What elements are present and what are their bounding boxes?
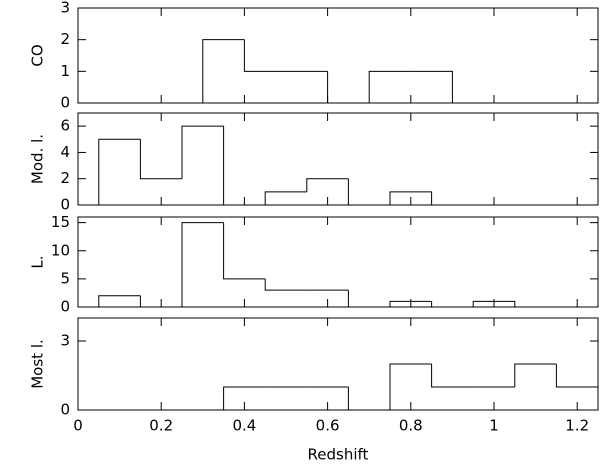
histogram-bar	[431, 364, 474, 388]
x-tick-label: 0.8	[399, 417, 423, 435]
histogram-bar	[98, 295, 141, 307]
x-tick-label: 0	[73, 417, 83, 435]
panel-frame	[77, 317, 599, 411]
y-tick-label: 6	[60, 117, 70, 135]
y-tick-label: 0	[60, 196, 70, 214]
x-tick-label: 0.4	[232, 417, 256, 435]
x-tick-label: 0.6	[316, 417, 340, 435]
histogram-bar	[223, 386, 266, 410]
y-axis-label: L.	[29, 255, 47, 268]
y-tick-label: 0	[60, 401, 70, 419]
histogram-bar	[327, 71, 370, 104]
histogram-bar	[347, 387, 390, 411]
histogram-bar	[181, 222, 224, 307]
y-tick-label: 2	[60, 169, 70, 187]
histogram-bar	[368, 70, 411, 103]
y-tick-label: 0	[60, 94, 70, 112]
histogram-bar	[202, 39, 245, 103]
y-axis-label: CO	[29, 44, 47, 66]
y-tick-label: 3	[60, 332, 70, 350]
histogram-bar	[306, 178, 349, 192]
panel-frame	[77, 7, 599, 104]
y-tick-label: 3	[60, 0, 70, 17]
histogram-bar	[98, 138, 141, 205]
panel-frame	[77, 112, 599, 206]
y-tick-label: 1	[60, 62, 70, 80]
histogram-bar	[347, 290, 390, 308]
histogram-bar	[389, 191, 433, 205]
histogram-bar	[139, 295, 182, 308]
histogram-bar	[347, 178, 390, 206]
histogram-bar	[181, 125, 224, 179]
y-tick-label: 15	[51, 213, 70, 231]
x-axis-label: Redshift	[308, 446, 369, 464]
y-tick-label: 5	[60, 269, 70, 287]
histogram-bar	[389, 363, 432, 410]
y-axis-label: Most l.	[29, 339, 47, 389]
y-tick-label: 2	[60, 30, 70, 48]
histogram-bar	[243, 39, 286, 72]
histogram-bar	[389, 300, 432, 307]
histogram-bar	[223, 222, 266, 280]
histogram-bar	[139, 139, 182, 180]
histogram-bar	[514, 363, 557, 387]
y-tick-label: 0	[60, 298, 70, 316]
y-tick-label: 4	[60, 143, 70, 161]
histogram-bar	[472, 300, 516, 307]
y-tick-label: 10	[51, 241, 70, 259]
histogram-bar	[555, 364, 599, 410]
x-tick-label: 1.2	[565, 417, 589, 435]
histogram-bar	[431, 301, 474, 308]
histogram-bar	[410, 70, 453, 103]
panel-frame	[77, 216, 599, 308]
x-tick-label: 0.2	[149, 417, 173, 435]
histogram-bar	[264, 191, 307, 205]
histogram-bar	[223, 126, 266, 206]
histogram-bar	[264, 278, 307, 291]
y-axis-label: Mod. l.	[29, 134, 47, 184]
x-tick-label: 1	[489, 417, 499, 435]
